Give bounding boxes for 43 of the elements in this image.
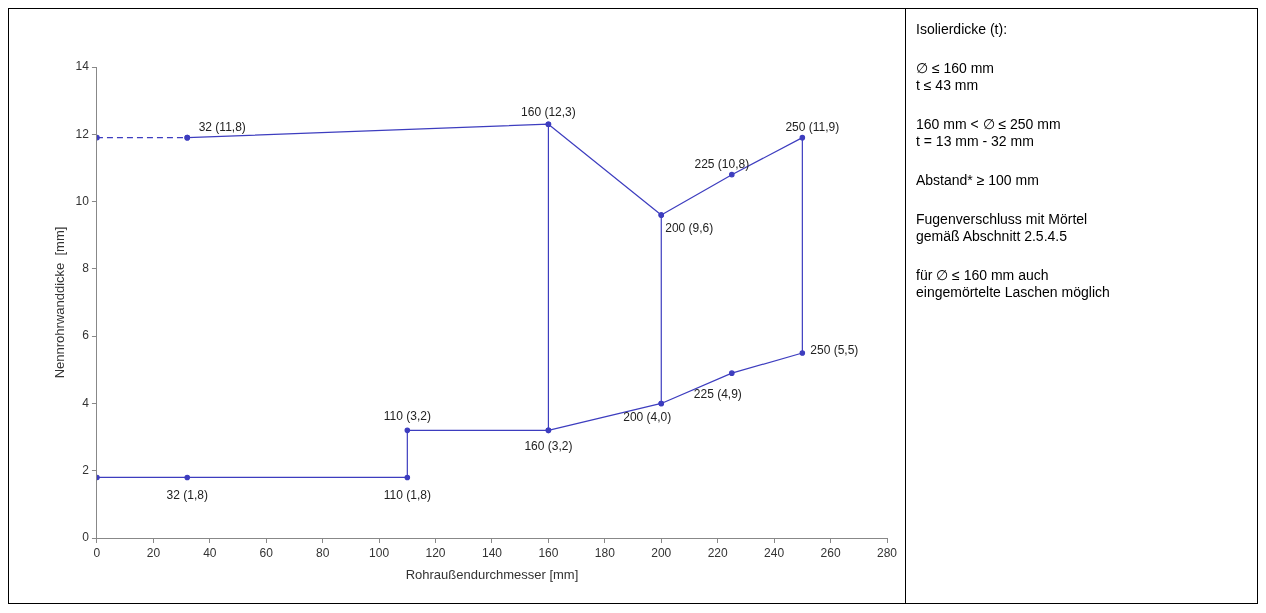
x-tick-label: 260	[820, 545, 841, 560]
x-tick-label: 240	[764, 545, 785, 560]
annotation: 110 (3,2)	[383, 408, 431, 423]
y-tick-label: 14	[75, 59, 90, 74]
x-tick-label: 60	[259, 545, 274, 560]
text: für ∅ ≤ 160 mm auch eingemörtelte Laschen möglich	[916, 267, 1110, 301]
x-tick-label: 20	[146, 545, 161, 560]
annotation: 250 (11,9)	[785, 119, 840, 134]
x-tick-label: 80	[316, 545, 330, 560]
x-tick-label: 40	[203, 545, 217, 560]
text: Fugenverschluss mit Mörtel gemäß Abschnitt 2.5.4.5	[916, 211, 1089, 245]
x-tick-label: 200	[651, 545, 672, 560]
annotation: 225 (4,9)	[693, 387, 742, 402]
annotation: 160 (12,3)	[521, 104, 576, 119]
x-tick-label: 100	[369, 545, 390, 560]
y-tick-label: 2	[82, 463, 90, 478]
x-tick-label: 120	[425, 545, 446, 560]
y-tick-label: 10	[75, 193, 90, 208]
x-tick-label: 280	[876, 545, 898, 560]
x-axis-title: Rohraußendurchmesser [mm]	[405, 566, 579, 582]
text: Abstand* ≥ 100 mm	[916, 172, 1040, 189]
text: ∅ ≤ 160 mm t ≤ 43 mm	[916, 60, 996, 94]
annotation: 110 (1,8)	[383, 487, 431, 502]
annotation: 200 (9,6)	[665, 221, 714, 236]
annotation: 200 (4,0)	[623, 409, 672, 424]
annotation: 32 (1,8)	[166, 487, 208, 502]
x-tick-label: 160	[538, 545, 559, 560]
text: 160 mm < ∅ ≤ 250 mm t = 13 mm - 32 mm	[916, 116, 1062, 150]
annotation: 250 (5,5)	[810, 343, 859, 358]
annotation: 32 (11,8)	[198, 119, 246, 134]
x-tick-label: 180	[594, 545, 616, 560]
text: Isolierdicke (t):	[916, 21, 1009, 38]
y-tick-label: 6	[82, 328, 90, 343]
y-tick-label: 8	[82, 261, 90, 276]
y-tick-label: 4	[82, 395, 90, 410]
y-tick-label: 0	[82, 530, 90, 545]
y-tick-label: 12	[75, 126, 90, 141]
x-tick-label: 140	[481, 545, 503, 560]
x-tick-label: 220	[707, 545, 729, 560]
x-tick-label: 0	[93, 545, 101, 560]
annotation: 160 (3,2)	[524, 438, 573, 453]
y-axis-title: Nennrohrwanddicke [mm]	[52, 226, 68, 379]
annotation: 225 (10,8)	[694, 156, 750, 171]
